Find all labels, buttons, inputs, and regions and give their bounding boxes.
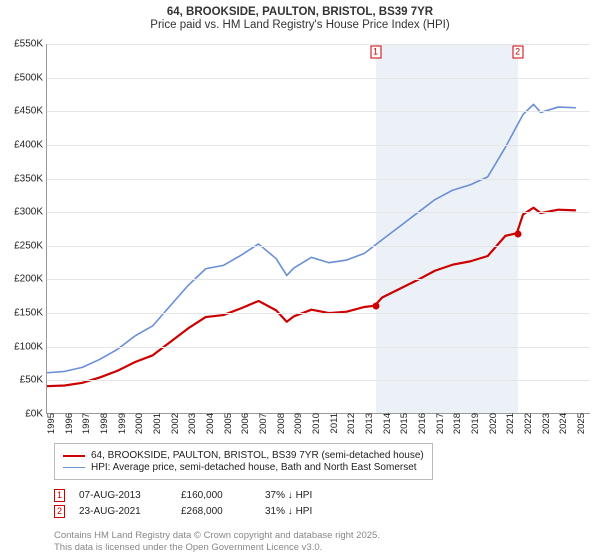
y-tick-label: £100K <box>14 341 47 352</box>
x-tick-label: 2020 <box>486 413 499 434</box>
y-tick-label: £50K <box>20 375 47 386</box>
sale-price: £160,000 <box>181 490 251 501</box>
gridline <box>47 246 590 247</box>
x-tick-label: 1996 <box>62 413 75 434</box>
x-tick-label: 2003 <box>185 413 198 434</box>
x-tick-label: 2025 <box>574 413 587 434</box>
x-tick-label: 2011 <box>327 413 340 433</box>
top-marker: 1 <box>370 46 381 59</box>
x-tick-label: 2006 <box>238 413 251 434</box>
title-block: 64, BROOKSIDE, PAULTON, BRISTOL, BS39 7Y… <box>0 0 600 31</box>
x-tick-label: 1999 <box>115 413 128 434</box>
x-tick-label: 2022 <box>521 413 534 434</box>
x-tick-label: 2002 <box>168 413 181 434</box>
y-tick-label: £400K <box>14 139 47 150</box>
x-tick-label: 2012 <box>344 413 357 434</box>
sale-pct: 37% ↓ HPI <box>265 490 345 501</box>
x-tick-label: 2017 <box>433 413 446 434</box>
y-tick-label: £150K <box>14 308 47 319</box>
sale-price: £268,000 <box>181 506 251 517</box>
sale-row: 2 23-AUG-2021 £268,000 31% ↓ HPI <box>54 505 345 518</box>
x-tick-label: 2007 <box>256 413 269 434</box>
chart-container: 64, BROOKSIDE, PAULTON, BRISTOL, BS39 7Y… <box>0 0 600 560</box>
sale-marker-badge: 2 <box>54 505 65 518</box>
chart-subtitle: Price paid vs. HM Land Registry's House … <box>0 19 600 31</box>
y-tick-label: £550K <box>14 39 47 50</box>
x-tick-label: 2009 <box>291 413 304 434</box>
sale-date: 23-AUG-2021 <box>79 506 167 517</box>
chart-title: 64, BROOKSIDE, PAULTON, BRISTOL, BS39 7Y… <box>0 6 600 18</box>
sale-point <box>372 303 379 310</box>
attribution-line: This data is licensed under the Open Gov… <box>54 542 380 554</box>
x-tick-label: 2014 <box>380 413 393 434</box>
gridline <box>47 111 590 112</box>
gridline <box>47 347 590 348</box>
sales-table: 1 07-AUG-2013 £160,000 37% ↓ HPI 2 23-AU… <box>54 486 345 521</box>
x-tick-label: 1995 <box>44 413 57 434</box>
y-tick-label: £450K <box>14 106 47 117</box>
x-tick-label: 2023 <box>539 413 552 434</box>
gridline <box>47 279 590 280</box>
y-tick-label: £200K <box>14 274 47 285</box>
sale-point <box>514 230 521 237</box>
x-tick-label: 2021 <box>503 413 516 434</box>
y-tick-label: £300K <box>14 207 47 218</box>
y-tick-label: £350K <box>14 173 47 184</box>
x-tick-label: 1997 <box>79 413 92 434</box>
sale-pct: 31% ↓ HPI <box>265 506 345 517</box>
x-tick-label: 2008 <box>274 413 287 434</box>
legend: 64, BROOKSIDE, PAULTON, BRISTOL, BS39 7Y… <box>54 443 433 480</box>
x-tick-label: 2013 <box>362 413 375 434</box>
x-tick-label: 2015 <box>397 413 410 434</box>
y-tick-label: £250K <box>14 240 47 251</box>
x-tick-label: 2001 <box>150 413 163 434</box>
gridline <box>47 145 590 146</box>
attribution: Contains HM Land Registry data © Crown c… <box>54 530 380 554</box>
x-tick-label: 2024 <box>556 413 569 434</box>
x-tick-label: 2000 <box>132 413 145 434</box>
legend-label: HPI: Average price, semi-detached house,… <box>91 462 417 473</box>
gridline <box>47 44 590 45</box>
gridline <box>47 179 590 180</box>
legend-item-price: 64, BROOKSIDE, PAULTON, BRISTOL, BS39 7Y… <box>63 450 424 461</box>
y-tick-label: £500K <box>14 72 47 83</box>
x-tick-label: 2016 <box>415 413 428 434</box>
x-tick-label: 1998 <box>97 413 110 434</box>
series-price <box>47 208 576 386</box>
plot-area: £0K£50K£100K£150K£200K£250K£300K£350K£40… <box>46 44 590 414</box>
legend-label: 64, BROOKSIDE, PAULTON, BRISTOL, BS39 7Y… <box>91 450 424 461</box>
chart-svg <box>47 44 590 413</box>
x-tick-label: 2010 <box>309 413 322 434</box>
sale-date: 07-AUG-2013 <box>79 490 167 501</box>
top-marker: 2 <box>512 46 523 59</box>
x-tick-label: 2005 <box>221 413 234 434</box>
gridline <box>47 78 590 79</box>
x-tick-label: 2018 <box>450 413 463 434</box>
legend-item-hpi: HPI: Average price, semi-detached house,… <box>63 462 424 473</box>
sale-marker-badge: 1 <box>54 489 65 502</box>
legend-swatch <box>63 455 85 457</box>
x-tick-label: 2019 <box>468 413 481 434</box>
x-tick-label: 2004 <box>203 413 216 434</box>
attribution-line: Contains HM Land Registry data © Crown c… <box>54 530 380 542</box>
gridline <box>47 380 590 381</box>
gridline <box>47 212 590 213</box>
sale-row: 1 07-AUG-2013 £160,000 37% ↓ HPI <box>54 489 345 502</box>
legend-swatch <box>63 467 85 468</box>
gridline <box>47 313 590 314</box>
